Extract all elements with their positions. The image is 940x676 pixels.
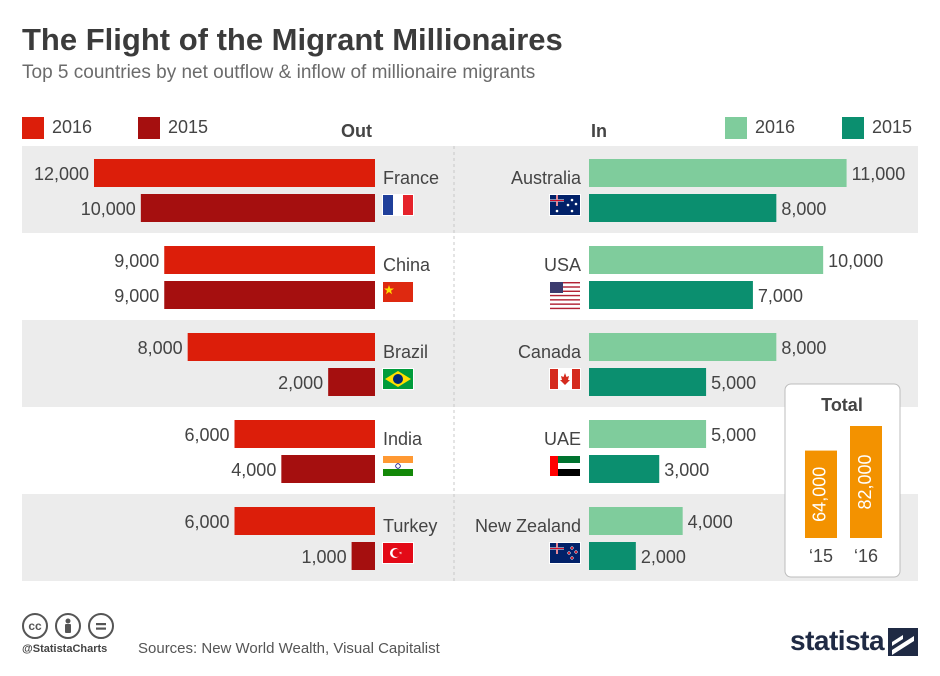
bar-out-2015-china xyxy=(164,281,375,309)
bar-total-1 xyxy=(850,426,882,538)
total-tick-label: ‘16 xyxy=(854,546,878,566)
statista-handle: @StatistaCharts xyxy=(22,643,108,655)
sources-note: Sources: New World Wealth, Visual Capita… xyxy=(138,640,440,657)
category-label-in: UAE xyxy=(544,429,581,449)
data-label-in-2015: 7,000 xyxy=(758,286,803,306)
flag-india-icon xyxy=(382,455,414,477)
data-label-in-2015: 8,000 xyxy=(781,199,826,219)
data-label-out-2015: 4,000 xyxy=(231,460,276,480)
bar-in-2016-uae xyxy=(589,420,707,448)
legend-in-2015-label: 2015 xyxy=(872,117,913,137)
bar-in-2015-uae xyxy=(589,455,660,483)
category-label-out: Turkey xyxy=(383,516,437,536)
legend-in-2016-label: 2016 xyxy=(755,117,796,137)
bar-out-2015-brazil xyxy=(328,368,375,396)
data-label-total: 82,000 xyxy=(855,454,875,509)
legend-in-2016-swatch xyxy=(725,117,747,139)
bar-in-2016-usa xyxy=(589,246,824,274)
data-label-in-2016: 11,000 xyxy=(852,164,906,184)
data-label-out-2015: 9,000 xyxy=(114,286,159,306)
row-band xyxy=(22,320,918,407)
legend-out-2016-label: 2016 xyxy=(52,117,93,137)
statista-logo: statista xyxy=(790,625,885,656)
bar-out-2015-turkey xyxy=(351,542,375,570)
category-label-out: France xyxy=(383,168,439,188)
category-label-in: New Zealand xyxy=(475,516,581,536)
data-label-in-2015: 3,000 xyxy=(664,460,709,480)
nd-icon xyxy=(88,613,114,639)
flag-turkey-icon xyxy=(382,542,414,564)
data-label-out-2015: 2,000 xyxy=(278,373,323,393)
legend-in-2015-swatch xyxy=(842,117,864,139)
data-label-out-2016: 8,000 xyxy=(138,338,183,358)
statista-logo-icon xyxy=(888,628,918,656)
bar-in-2015-australia xyxy=(589,194,777,222)
flag-new-zealand-icon xyxy=(549,542,581,564)
data-label-out-2016: 6,000 xyxy=(184,425,229,445)
category-label-out: Brazil xyxy=(383,342,428,362)
data-label-in-2015: 2,000 xyxy=(641,547,686,567)
category-label-in: Australia xyxy=(511,168,582,188)
flag-uae-icon xyxy=(549,455,581,477)
bar-total-0 xyxy=(805,450,837,538)
bar-out-2016-france xyxy=(94,159,375,187)
category-label-in: USA xyxy=(544,255,581,275)
bar-in-2016-australia xyxy=(589,159,847,187)
flag-china-icon xyxy=(382,281,414,303)
data-label-total: 64,000 xyxy=(810,467,830,522)
total-tick-label: ‘15 xyxy=(809,546,833,566)
cc-icon: cc xyxy=(22,613,48,639)
row-band xyxy=(22,407,918,494)
bar-out-2016-india xyxy=(234,420,375,448)
bar-in-2015-usa xyxy=(589,281,753,309)
legend-out-2016-swatch xyxy=(22,117,44,139)
data-label-out-2016: 9,000 xyxy=(114,251,159,271)
in-header: In xyxy=(591,121,607,141)
flag-australia-icon xyxy=(549,194,581,216)
data-label-in-2016: 4,000 xyxy=(688,512,733,532)
data-label-out-2015: 10,000 xyxy=(81,199,136,219)
bar-out-2016-turkey xyxy=(234,507,375,535)
by-icon xyxy=(55,613,81,639)
bar-in-2015-new-zealand xyxy=(589,542,636,570)
bar-out-2016-china xyxy=(164,246,375,274)
flag-brazil-icon xyxy=(382,368,414,390)
data-label-in-2016: 10,000 xyxy=(828,251,883,271)
bar-out-2016-brazil xyxy=(187,333,375,361)
category-label-in: Canada xyxy=(518,342,582,362)
data-label-out-2016: 12,000 xyxy=(34,164,89,184)
row-band xyxy=(22,494,918,581)
flag-usa-icon xyxy=(549,281,581,310)
bar-in-2016-new-zealand xyxy=(589,507,683,535)
data-label-out-2016: 6,000 xyxy=(184,512,229,532)
data-label-out-2015: 1,000 xyxy=(302,547,347,567)
data-label-in-2016: 5,000 xyxy=(711,425,756,445)
category-label-out: India xyxy=(383,429,423,449)
out-header: Out xyxy=(341,121,372,141)
legend-out-2015-label: 2015 xyxy=(168,117,209,137)
category-label-out: China xyxy=(383,255,431,275)
chart-subtitle: Top 5 countries by net outflow & inflow … xyxy=(22,62,536,83)
bar-in-2015-canada xyxy=(589,368,707,396)
legend-out-2015-swatch xyxy=(138,117,160,139)
bar-out-2015-india xyxy=(281,455,375,483)
bar-out-2015-france xyxy=(140,194,375,222)
total-title: Total xyxy=(821,395,863,415)
data-label-in-2015: 5,000 xyxy=(711,373,756,393)
bar-in-2016-canada xyxy=(589,333,777,361)
flag-france-icon xyxy=(382,194,414,216)
chart-title: The Flight of the Migrant Millionaires xyxy=(22,22,563,57)
flag-canada-icon xyxy=(549,368,581,390)
data-label-in-2016: 8,000 xyxy=(781,338,826,358)
